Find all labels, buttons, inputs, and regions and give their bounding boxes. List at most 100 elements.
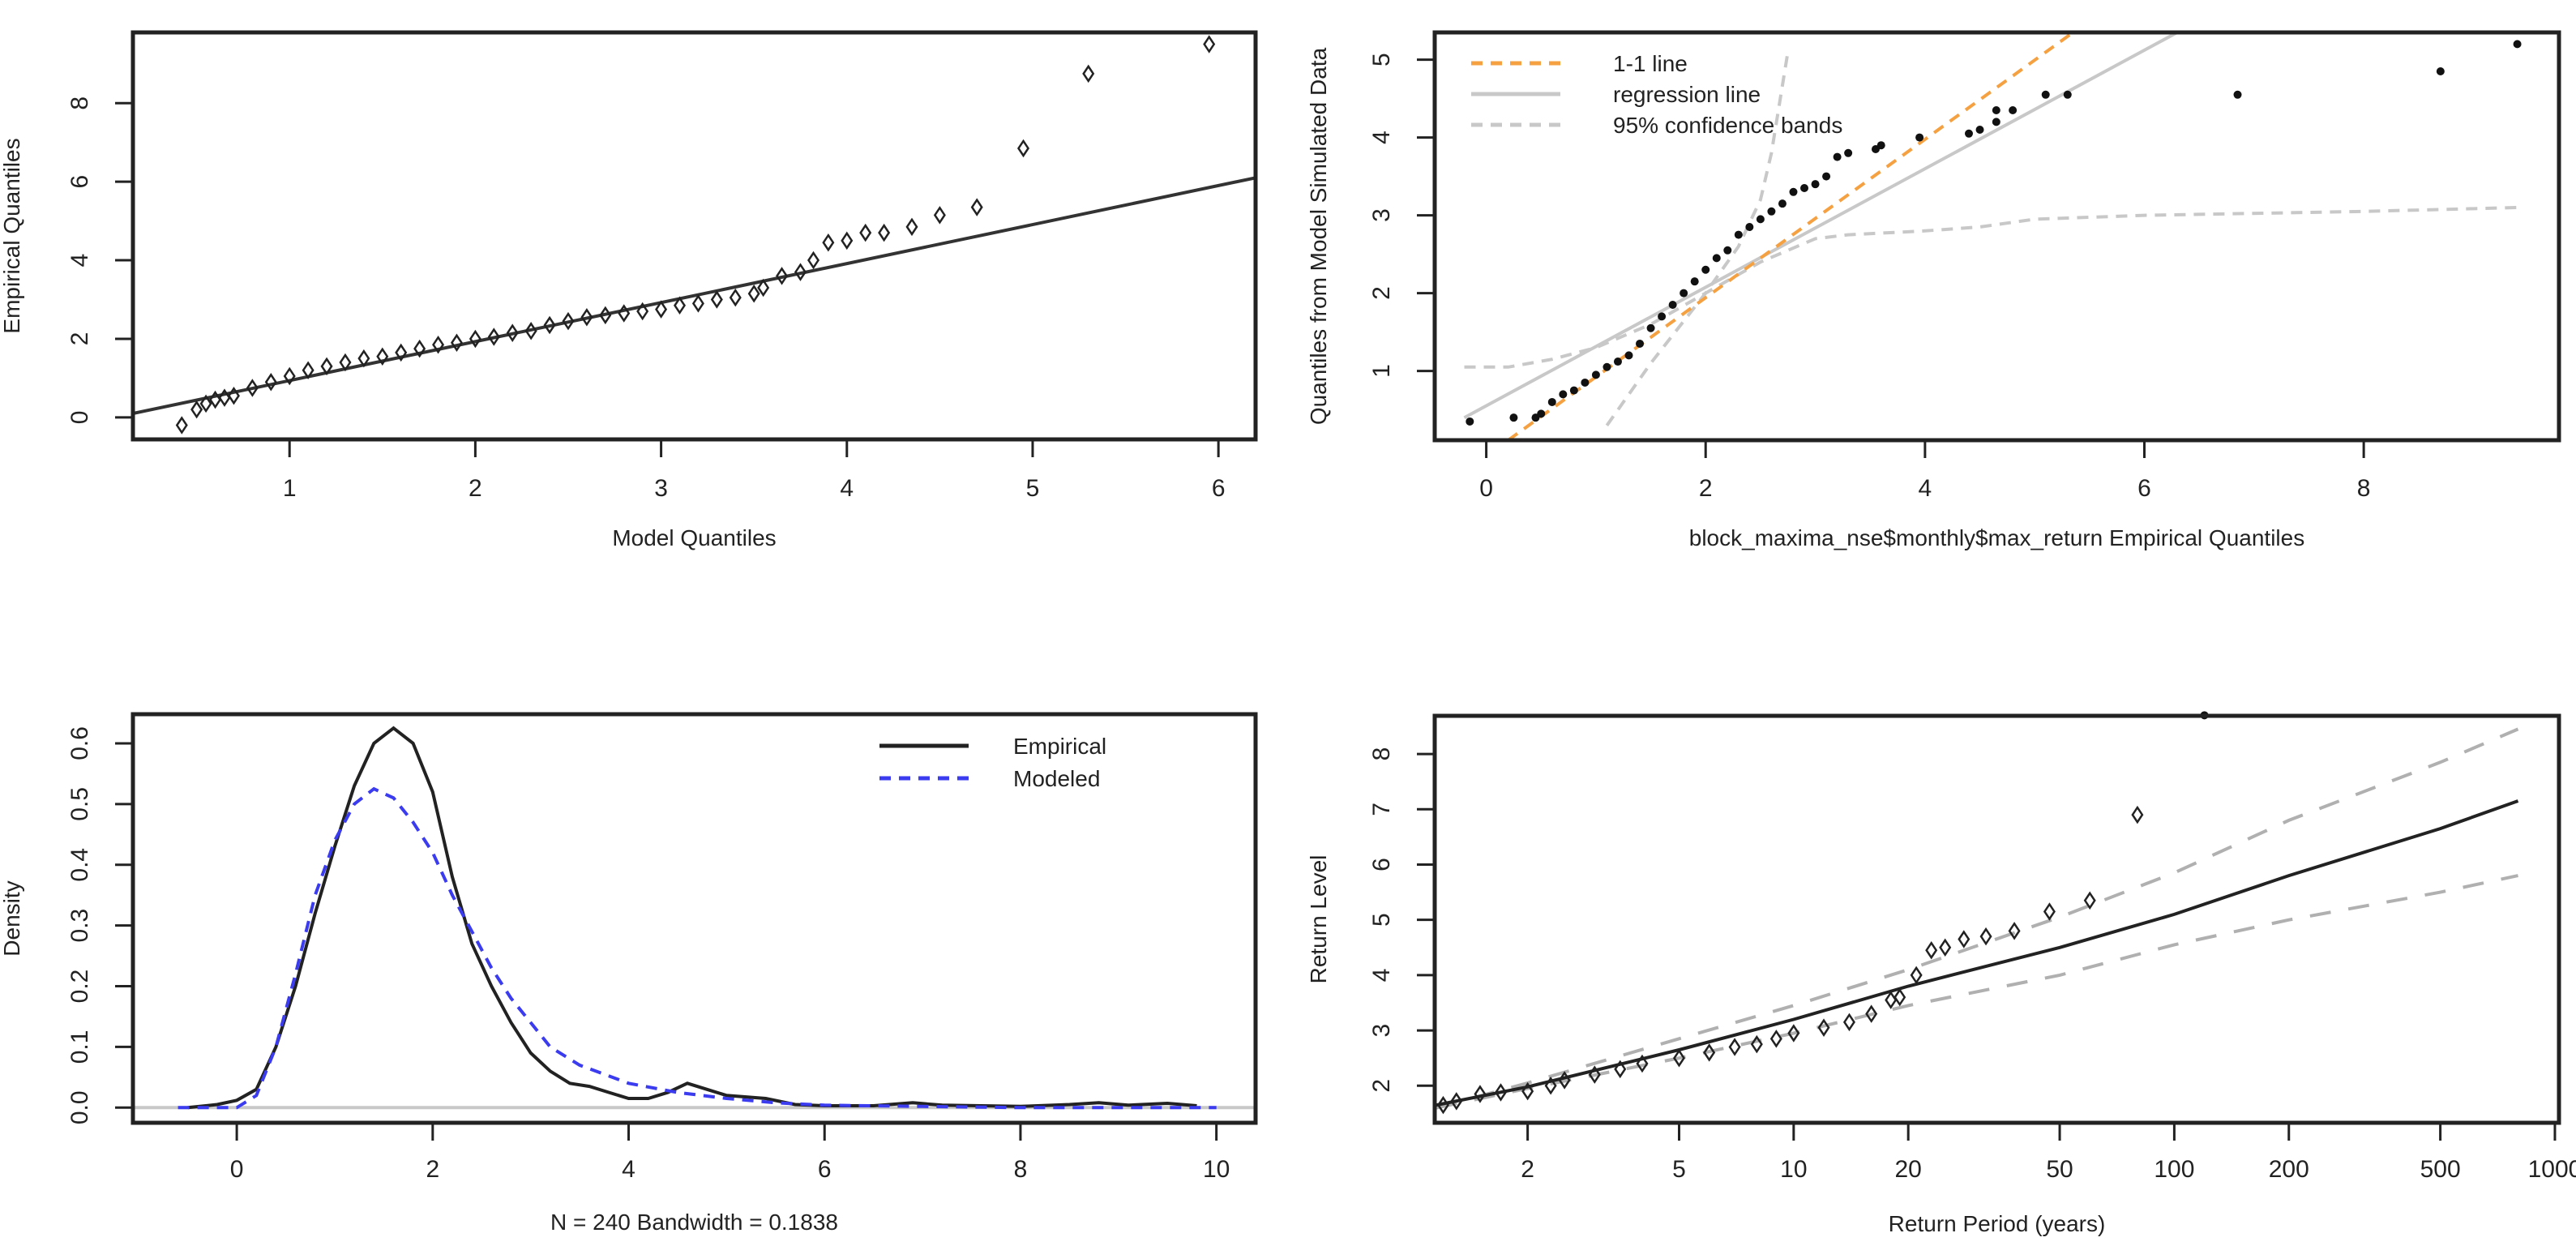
data-point <box>1885 991 1898 1009</box>
data-point <box>2233 90 2242 99</box>
data-point <box>1203 35 1216 54</box>
data-point <box>710 290 723 309</box>
data-point <box>933 206 946 225</box>
x-tick-label: 4 <box>622 1156 635 1183</box>
data-point <box>1750 1034 1763 1054</box>
y-tick-label: 1 <box>1368 364 1395 378</box>
y-tick-label: 4 <box>66 254 93 268</box>
x-tick-label: 2 <box>469 475 482 502</box>
y-tick-label: 2 <box>66 332 93 346</box>
plot-frame <box>131 712 1258 1125</box>
y-tick-label: 6 <box>1368 858 1395 871</box>
x-tick-label: 3 <box>654 475 668 502</box>
y-tick-label: 0.0 <box>66 1090 93 1124</box>
x-tick-label: 20 <box>1895 1156 1922 1183</box>
data-point <box>469 329 481 349</box>
x-tick-label: 6 <box>2137 475 2151 502</box>
data-point <box>246 379 259 397</box>
series-upper-confidence-band <box>1605 51 1790 426</box>
data-point <box>1833 152 1842 161</box>
data-point <box>1591 370 1600 379</box>
y-tick-label: 7 <box>1368 803 1395 816</box>
data-point <box>1672 1048 1685 1068</box>
data-point <box>227 386 240 405</box>
data-point <box>1466 417 1474 426</box>
x-tick-label: 10 <box>1203 1156 1230 1183</box>
y-axis-label: Return Level <box>1306 855 1331 984</box>
y-tick-label: 0.1 <box>66 1030 93 1064</box>
data-point <box>357 349 370 368</box>
series-points <box>1436 805 2144 1115</box>
data-point <box>1569 386 1578 395</box>
legend-label: 95% confidence bands <box>1613 113 1842 138</box>
data-point <box>1558 1071 1571 1090</box>
data-point <box>1703 1043 1716 1062</box>
data-point <box>1925 940 1938 960</box>
x-axis-label: Return Period (years) <box>1889 1211 2106 1236</box>
data-point <box>450 333 463 353</box>
data-point <box>1734 230 1743 239</box>
data-point <box>1728 1038 1741 1056</box>
data-point <box>1939 938 1952 957</box>
data-point <box>1811 180 1820 189</box>
series-lower-confidence-band <box>1464 206 2518 369</box>
data-point <box>1800 183 1809 192</box>
data-point <box>1668 300 1677 309</box>
series-regression-line <box>1463 32 2179 419</box>
x-tick-label: 4 <box>840 475 854 502</box>
data-point <box>1581 378 1590 387</box>
series-empirical <box>187 726 1197 1110</box>
x-tick-label: 5 <box>1672 1156 1686 1183</box>
y-tick-label: 0.3 <box>66 909 93 943</box>
data-point <box>1614 1060 1627 1079</box>
data-point <box>878 223 891 242</box>
data-point <box>1646 323 1655 332</box>
data-point <box>395 343 408 362</box>
data-point <box>1559 390 1568 399</box>
y-tick-label: 2 <box>1368 1079 1395 1093</box>
data-point <box>1613 358 1622 366</box>
y-tick-label: 0 <box>66 411 93 425</box>
data-point <box>1769 1030 1782 1048</box>
data-point <box>1756 215 1765 224</box>
x-tick-label: 2 <box>1699 475 1713 502</box>
x-axis-label: block_maxima_nse$monthly$max_return Empi… <box>1689 525 2304 550</box>
data-point <box>580 308 593 327</box>
data-point <box>1603 362 1611 371</box>
legend-label: regression line <box>1613 82 1761 107</box>
data-point <box>655 300 668 319</box>
data-point <box>618 304 631 323</box>
y-axis-label: Quantiles from Model Simulated Data <box>1306 47 1331 425</box>
series-points <box>175 35 1216 435</box>
data-point <box>1915 133 1924 142</box>
series-points <box>1466 40 2522 426</box>
data-point <box>506 323 519 342</box>
data-point <box>1778 199 1787 208</box>
panel-qq-simulated: 0 2 4 6 8 1 2 3 4 5 block_maxima_nse$monthly$max_r… <box>1306 30 2561 550</box>
data-point <box>1450 1092 1463 1111</box>
series-1-1-line <box>1507 32 2074 440</box>
data-point <box>1537 409 1546 418</box>
data-point <box>1817 1018 1830 1037</box>
x-tick-label: 2 <box>426 1156 439 1183</box>
x-axis-label: Model Quantiles <box>612 525 776 550</box>
data-point <box>776 267 789 285</box>
x-tick-label: 0 <box>230 1156 244 1183</box>
x-tick-label: 500 <box>2420 1156 2461 1183</box>
data-point <box>599 306 612 325</box>
data-point <box>1958 930 1971 948</box>
x-tick-label: 50 <box>2046 1156 2073 1183</box>
data-point <box>1544 1077 1557 1095</box>
data-point <box>1822 172 1831 181</box>
data-point <box>905 217 918 237</box>
data-point <box>1723 246 1732 255</box>
data-point <box>2436 66 2445 75</box>
x-tick-label: 6 <box>1212 475 1226 502</box>
y-tick-label: 3 <box>1368 1024 1395 1038</box>
data-point <box>543 315 556 335</box>
plot-frame <box>1432 30 2561 443</box>
data-point <box>264 373 277 392</box>
series-modeled <box>178 786 1217 1110</box>
data-point <box>1992 105 2000 114</box>
